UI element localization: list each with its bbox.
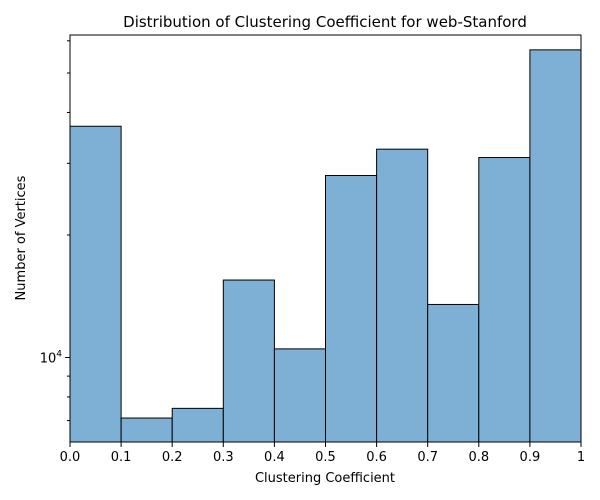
x-tick-label: 0.1 [111,450,132,465]
y-axis-label: Number of Vertices [14,175,29,300]
y-tick-label: 104 [40,350,63,367]
x-tick-label: 1 [577,450,585,465]
histogram-bar [427,303,480,443]
x-axis: 0.0 0.1 0.2 0.3 0.4 0.5 0.6 0.7 0.8 0.9 1 [60,442,585,465]
bars-group [69,49,582,443]
histogram-bar [120,417,173,443]
histogram-bar [529,49,582,443]
x-tick-label: 0.0 [60,450,81,465]
x-tick-label: 0.3 [213,450,234,465]
x-tick-label: 0.9 [520,450,541,465]
y-axis: 104 [40,40,70,422]
plot-frame [69,34,582,443]
chart-title: Distribution of Clustering Coefficient f… [123,13,527,31]
histogram-bar [325,175,378,443]
histogram-bar [273,348,326,443]
histogram-bar [222,279,275,443]
x-tick-label: 0.5 [315,450,336,465]
histogram-bar [69,125,122,443]
x-tick-label: 0.8 [468,450,489,465]
x-tick-label: 0.4 [264,450,285,465]
x-axis-label: Clustering Coefficient [255,471,395,486]
histogram-bar [376,148,429,443]
x-tick-label: 0.6 [366,450,387,465]
histogram-bar [171,407,224,443]
x-tick-label: 0.2 [162,450,183,465]
histogram-bar [478,157,531,443]
x-tick-label: 0.7 [417,450,438,465]
